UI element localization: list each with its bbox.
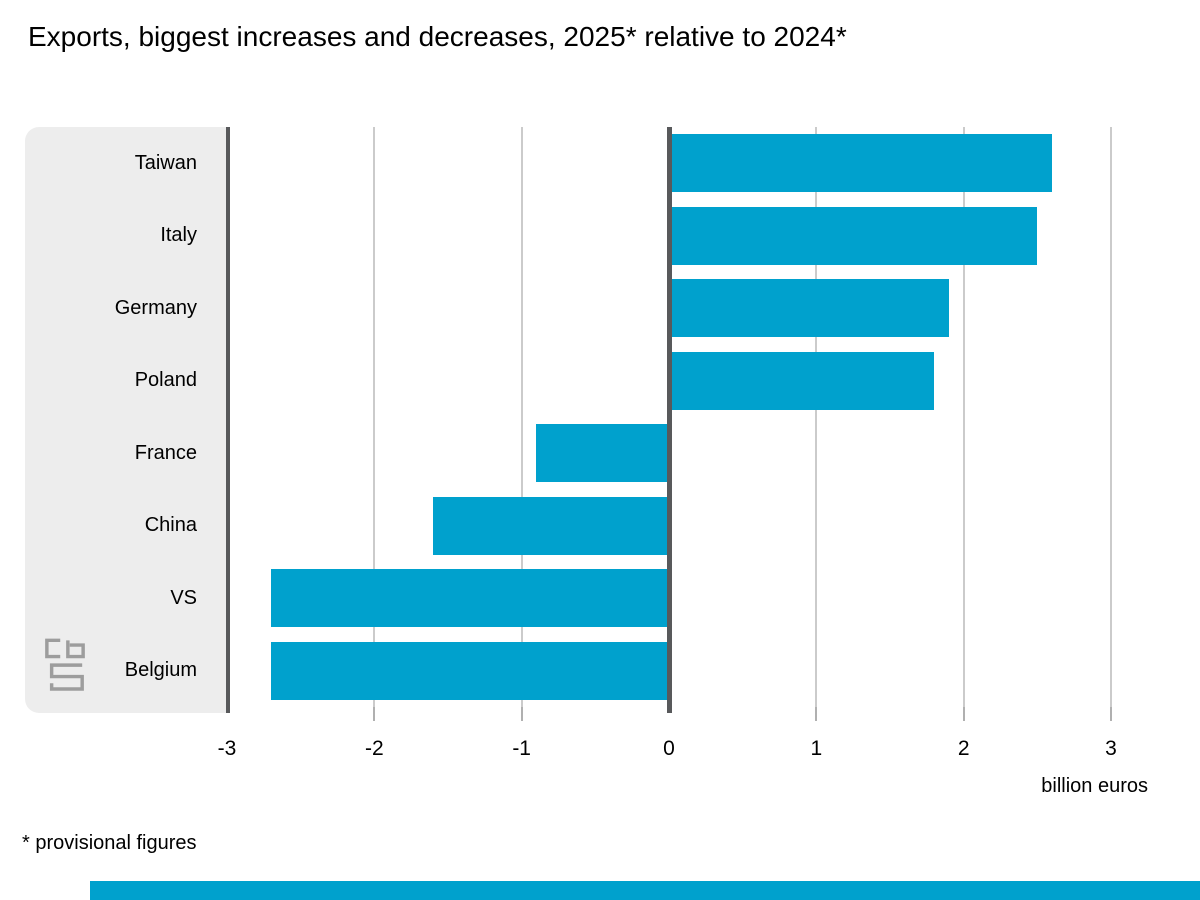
tick-label: 3 bbox=[1105, 737, 1117, 760]
gridline bbox=[373, 127, 376, 707]
category-label-panel bbox=[25, 127, 226, 713]
category-label: Taiwan bbox=[134, 151, 197, 174]
category-label: Poland bbox=[134, 369, 197, 392]
axis-tick bbox=[815, 707, 818, 721]
bar-china bbox=[433, 496, 669, 555]
tick-label: 1 bbox=[810, 737, 823, 760]
axis-tick bbox=[373, 707, 376, 721]
category-label: France bbox=[134, 441, 197, 464]
gridline bbox=[520, 127, 523, 707]
cbs-logo-c bbox=[45, 638, 61, 659]
category-label: Germany bbox=[114, 296, 197, 319]
axis-tick bbox=[520, 707, 523, 721]
gridline bbox=[1109, 127, 1112, 707]
gridline bbox=[815, 127, 818, 707]
cbs-logo-s bbox=[49, 663, 84, 691]
bar-italy bbox=[669, 206, 1038, 265]
category-label: VS bbox=[170, 586, 197, 609]
axis-tick bbox=[962, 707, 965, 721]
page-title: Exports, biggest increases and decreases… bbox=[28, 21, 847, 52]
tick-label: 2 bbox=[957, 737, 970, 760]
tick-label: -3 bbox=[217, 737, 237, 760]
cbs-logo bbox=[45, 638, 85, 691]
category-label: Italy bbox=[160, 224, 197, 247]
tick-label: -1 bbox=[512, 737, 531, 760]
footnote: * provisional figures bbox=[22, 832, 197, 854]
bar-france bbox=[536, 424, 669, 483]
bar-taiwan bbox=[669, 134, 1053, 193]
bar-vs bbox=[271, 569, 669, 628]
category-label: China bbox=[144, 514, 197, 537]
cbs-logo-b bbox=[66, 640, 85, 659]
bar-germany bbox=[669, 279, 949, 338]
bar-poland bbox=[669, 351, 935, 410]
axis-tick bbox=[1109, 707, 1112, 721]
tick-label: -2 bbox=[364, 737, 384, 760]
brand-footer-strip bbox=[90, 881, 1200, 900]
zero-baseline bbox=[667, 127, 672, 713]
bar-belgium bbox=[271, 641, 669, 700]
gridline bbox=[962, 127, 965, 707]
category-label: Belgium bbox=[124, 659, 197, 682]
tick-label: 0 bbox=[663, 737, 675, 760]
axis-unit-label: billion euros bbox=[1041, 775, 1148, 797]
axis-line-left bbox=[226, 127, 230, 713]
